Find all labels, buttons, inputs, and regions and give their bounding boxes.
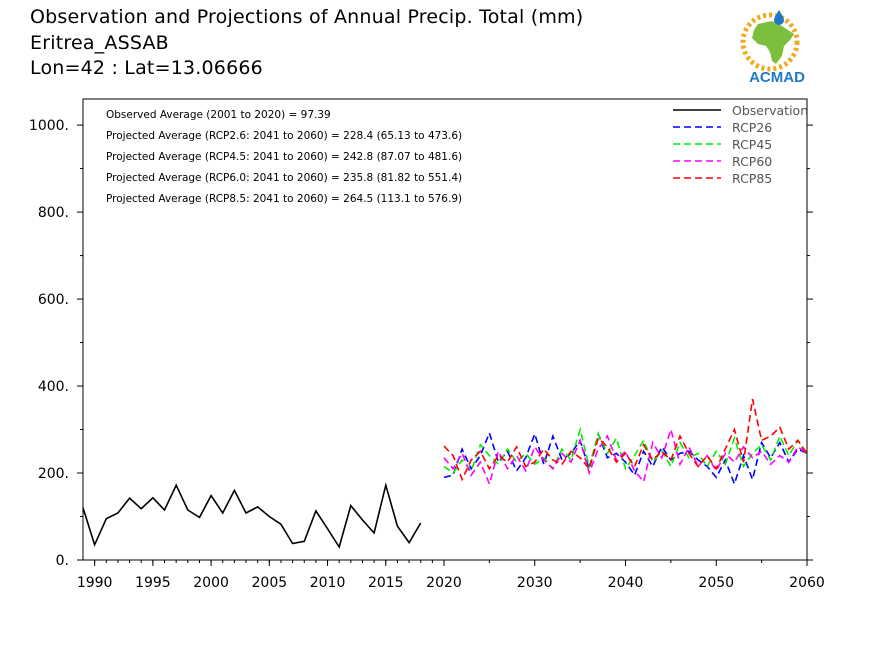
y-tick-label: 800.	[38, 205, 69, 221]
x-tick-label: 2015	[368, 575, 404, 591]
plot-frame	[82, 98, 808, 561]
x-tick-label: 2000	[193, 575, 229, 591]
annotation-text: Projected Average (RCP8.5: 2041 to 2060)…	[106, 193, 462, 205]
series-line-rcp85	[443, 398, 808, 482]
acmad-logo: ACMAD	[732, 6, 822, 88]
water-drop-icon	[774, 10, 784, 25]
x-tick-label: 2010	[310, 575, 346, 591]
annotation-text: Projected Average (RCP4.5: 2041 to 2060)…	[106, 151, 462, 163]
africa-map-icon	[752, 21, 794, 64]
sun-rays-icon	[740, 12, 800, 72]
legend-label-rcp26: RCP26	[732, 120, 772, 135]
y-tick-label: 200.	[38, 466, 69, 482]
x-tick-label: 2020	[426, 575, 462, 591]
series-line-observation	[82, 482, 422, 549]
legend-label-rcp85: RCP85	[732, 171, 772, 186]
station-coordinates: Lon=42 : Lat=13.06666	[30, 57, 263, 79]
legend-label-rcp45: RCP45	[732, 137, 772, 152]
y-tick-label: 1000.	[29, 118, 69, 134]
x-tick-label: 1990	[77, 575, 113, 591]
series-line-rcp60	[443, 426, 808, 487]
annotation-text: Observed Average (2001 to 2020) = 97.39	[106, 109, 331, 121]
station-name: Eritrea_ASSAB	[30, 32, 169, 54]
annotation-text: Projected Average (RCP6.0: 2041 to 2060)…	[106, 172, 462, 184]
annotation-text: Projected Average (RCP2.6: 2041 to 2060)…	[106, 130, 462, 142]
x-tick-label: 2005	[252, 575, 288, 591]
x-tick-label: 1995	[135, 575, 171, 591]
series-line-rcp45	[443, 426, 808, 475]
x-tick-label: 2030	[517, 575, 553, 591]
logo-text: ACMAD	[749, 69, 805, 86]
x-tick-label: 2040	[608, 575, 644, 591]
y-tick-label: 600.	[38, 292, 69, 308]
y-tick-label: 0.	[56, 553, 69, 569]
legend-label-rcp60: RCP60	[732, 154, 772, 169]
x-tick-label: 2050	[698, 575, 734, 591]
x-tick-label: 2060	[789, 575, 825, 591]
series-line-rcp26	[443, 430, 808, 487]
chart-title: Observation and Projections of Annual Pr…	[30, 6, 584, 28]
legend-label-observation: Observation	[732, 103, 808, 118]
y-tick-label: 400.	[38, 379, 69, 395]
